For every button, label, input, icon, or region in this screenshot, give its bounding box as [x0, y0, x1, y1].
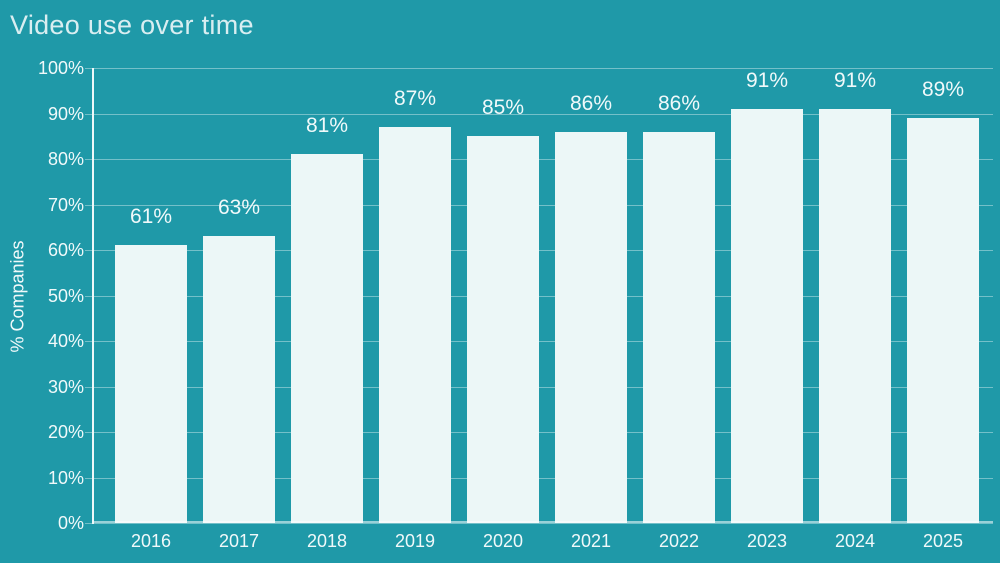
y-tick-label-40: 40% — [47, 331, 84, 351]
bar-2016 — [115, 245, 187, 523]
gridline-60 — [93, 250, 993, 251]
bar-value-label-2016: 61% — [129, 205, 173, 229]
bar-2018 — [291, 154, 363, 523]
chart-title: Video use over time — [10, 10, 254, 40]
bar-2025 — [907, 118, 979, 523]
gridline-0 — [93, 523, 993, 524]
y-tick-label-50: 50% — [47, 285, 84, 306]
bar-2024 — [819, 108, 891, 523]
bar-value-label-2017: 63% — [217, 196, 261, 220]
y-tick-mark-70 — [85, 204, 93, 206]
y-tick-label-20: 20% — [47, 422, 84, 442]
y-tick-label-60: 60% — [47, 240, 84, 260]
gridline-30 — [93, 386, 993, 388]
x-tick-label-2021: 2021 — [570, 531, 612, 551]
x-tick-label-2022: 2022 — [658, 531, 700, 551]
x-tick-label-2020: 2020 — [482, 531, 524, 551]
gridline-20 — [93, 432, 993, 433]
y-tick-label-30: 30% — [47, 376, 84, 397]
bar-2019 — [379, 127, 451, 523]
bar-value-label-2024: 91% — [833, 68, 877, 92]
x-tick-label-2017: 2017 — [218, 531, 260, 551]
y-tick-label-100: 100% — [37, 58, 84, 78]
y-tick-label-10: 10% — [47, 467, 84, 488]
bar-value-label-2021: 86% — [569, 91, 613, 115]
gridline-90 — [93, 113, 993, 115]
y-tick-mark-0 — [85, 523, 93, 524]
x-tick-label-2023: 2023 — [746, 531, 788, 551]
bar-2023 — [731, 108, 803, 523]
y-tick-mark-20 — [85, 432, 93, 433]
bar-2017 — [203, 236, 275, 523]
plot-area: 61% 63% 81% 87% 85% 86% 86% 91% 91% 89% — [92, 68, 993, 524]
gridline-100 — [93, 68, 993, 69]
gridline-70 — [93, 204, 993, 206]
gridline-80 — [93, 159, 993, 160]
gridline-10 — [93, 477, 993, 479]
bar-value-label-2018: 81% — [305, 114, 349, 138]
y-tick-label-70: 70% — [47, 194, 84, 215]
x-tick-label-2024: 2024 — [834, 531, 876, 551]
y-tick-mark-80 — [85, 159, 93, 160]
bar-value-label-2025: 89% — [921, 78, 965, 102]
bar-value-label-2019: 87% — [393, 87, 437, 111]
x-tick-label-2018: 2018 — [306, 531, 348, 551]
y-tick-label-90: 90% — [47, 103, 84, 124]
y-axis-line — [92, 68, 94, 524]
bar-2020 — [467, 136, 539, 523]
y-tick-mark-60 — [85, 250, 93, 251]
x-tick-label-2019: 2019 — [394, 531, 436, 551]
y-tick-label-0: 0% — [57, 513, 84, 533]
bar-value-label-2022: 86% — [657, 91, 701, 115]
gridline-50 — [93, 295, 993, 297]
x-axis-baseline — [93, 521, 993, 523]
gridline-40 — [93, 341, 993, 342]
x-tick-label-2025: 2025 — [922, 531, 964, 551]
y-tick-mark-90 — [85, 113, 93, 115]
y-tick-mark-50 — [85, 295, 93, 297]
y-tick-mark-10 — [85, 477, 93, 479]
y-tick-mark-30 — [85, 386, 93, 388]
y-tick-label-80: 80% — [47, 149, 84, 169]
x-tick-label-2016: 2016 — [130, 531, 172, 551]
bar-value-label-2023: 91% — [745, 68, 789, 92]
y-tick-mark-40 — [85, 341, 93, 342]
bar-2021 — [555, 131, 627, 523]
y-tick-mark-100 — [85, 68, 93, 69]
bar-2022 — [643, 131, 715, 523]
bar-value-label-2020: 85% — [481, 96, 525, 120]
